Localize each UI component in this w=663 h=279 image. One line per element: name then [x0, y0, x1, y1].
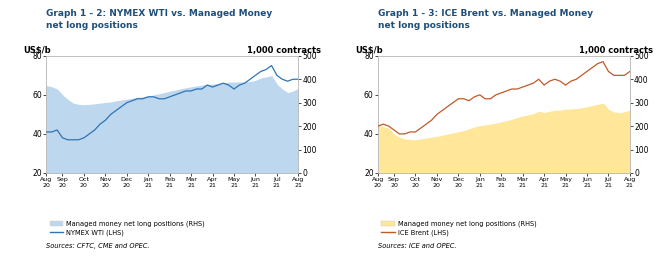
Text: Graph 1 - 2: NYMEX WTI vs. Managed Money
net long positions: Graph 1 - 2: NYMEX WTI vs. Managed Money…: [46, 9, 272, 30]
Legend: Managed money net long positions (RHS), ICE Brent (LHS): Managed money net long positions (RHS), …: [381, 221, 536, 236]
Text: 1,000 contracts: 1,000 contracts: [579, 46, 652, 55]
Text: Sources: CFTC, CME and OPEC.: Sources: CFTC, CME and OPEC.: [46, 243, 150, 249]
Text: 1,000 contracts: 1,000 contracts: [247, 46, 321, 55]
Text: Sources: ICE and OPEC.: Sources: ICE and OPEC.: [378, 243, 456, 249]
Text: Graph 1 - 3: ICE Brent vs. Managed Money
net long positions: Graph 1 - 3: ICE Brent vs. Managed Money…: [378, 9, 593, 30]
Text: US$/b: US$/b: [24, 46, 51, 55]
Legend: Managed money net long positions (RHS), NYMEX WTI (LHS): Managed money net long positions (RHS), …: [50, 221, 205, 236]
Text: US$/b: US$/b: [355, 46, 383, 55]
